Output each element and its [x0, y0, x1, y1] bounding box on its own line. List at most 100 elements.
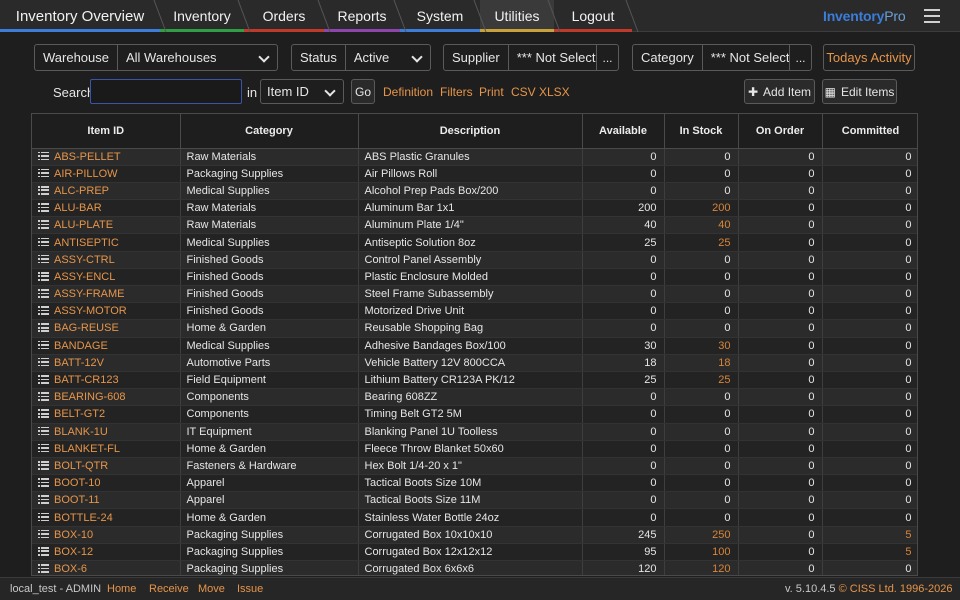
- app-title[interactable]: Inventory Overview: [0, 0, 160, 32]
- item-id-cell[interactable]: ASSY-CTRL: [32, 251, 181, 269]
- footer-link-issue[interactable]: Issue: [237, 583, 264, 595]
- list-menu-icon[interactable]: [38, 357, 49, 367]
- item-id-link[interactable]: BOX-6: [54, 563, 88, 576]
- table-row[interactable]: ASSY-CTRL Finished Goods Control Panel Ass…: [32, 251, 917, 269]
- item-id-cell[interactable]: ANTISEPTIC: [32, 233, 181, 252]
- definition-link[interactable]: Definition: [383, 85, 434, 99]
- table-row[interactable]: BOLT-QTR Fasteners & Hardware Hex Bolt 1/4…: [32, 457, 917, 476]
- table-row[interactable]: BAG-REUSE Home & Garden Reusable Shopping …: [32, 319, 917, 338]
- todays-activity-button[interactable]: Todays Activity: [823, 44, 915, 71]
- list-menu-icon[interactable]: [38, 323, 49, 333]
- table-row[interactable]: AIR-PILLOW Packaging Supplies Air Pillows …: [32, 165, 917, 183]
- item-id-cell[interactable]: BATT-12V: [32, 354, 181, 372]
- edit-items-button[interactable]: ▦ Edit Items: [822, 79, 897, 104]
- table-row[interactable]: BOX-10 Packaging Supplies Corrugated Box 1…: [32, 526, 917, 544]
- supplier-filter[interactable]: Supplier *** Not Selected *** ...: [443, 44, 619, 71]
- list-menu-icon[interactable]: [38, 306, 49, 315]
- item-id-cell[interactable]: ASSY-MOTOR: [32, 302, 181, 321]
- footer-link-move[interactable]: Move: [198, 583, 225, 595]
- search-field-select[interactable]: Item ID: [260, 79, 344, 104]
- item-id-cell[interactable]: ALU-BAR: [32, 199, 181, 218]
- item-id-link[interactable]: ASSY-MOTOR: [54, 305, 127, 318]
- xlsx-link[interactable]: XLSX: [539, 85, 570, 99]
- item-id-cell[interactable]: ALC-PREP: [32, 182, 181, 201]
- tab-logout[interactable]: Logout: [554, 0, 632, 32]
- item-id-cell[interactable]: BELT-GT2: [32, 405, 181, 424]
- col-header-available[interactable]: Available: [582, 114, 665, 149]
- item-id-link[interactable]: BEARING-608: [54, 391, 126, 404]
- table-row[interactable]: BANDAGE Medical Supplies Adhesive Bandages…: [32, 337, 917, 355]
- item-id-link[interactable]: ALU-PLATE: [54, 219, 114, 232]
- table-row[interactable]: BEARING-608 Components Bearing 608ZZ 0 0 0 0: [32, 388, 917, 407]
- item-id-cell[interactable]: BOOT-10: [32, 474, 181, 493]
- col-header-item-id[interactable]: Item ID: [32, 114, 181, 149]
- list-menu-icon[interactable]: [38, 478, 49, 487]
- print-link[interactable]: Print: [479, 85, 504, 99]
- item-id-cell[interactable]: BLANKET-FL: [32, 440, 181, 458]
- col-header-on-order[interactable]: On Order: [738, 114, 823, 149]
- item-id-link[interactable]: BLANKET-FL: [54, 442, 121, 455]
- item-id-link[interactable]: BATT-12V: [54, 356, 104, 369]
- item-id-cell[interactable]: ASSY-ENCL: [32, 268, 181, 287]
- table-row[interactable]: BOTTLE-24 Home & Garden Stainless Water Bo…: [32, 508, 917, 527]
- add-item-button[interactable]: ✚ Add Item: [744, 79, 815, 104]
- list-menu-icon[interactable]: [38, 392, 49, 401]
- table-row[interactable]: BATT-12V Automotive Parts Vehicle Battery …: [32, 354, 917, 372]
- csv-link[interactable]: CSV: [511, 85, 536, 99]
- list-menu-icon[interactable]: [38, 375, 49, 384]
- list-menu-icon[interactable]: [38, 529, 49, 539]
- footer-link-receive[interactable]: Receive: [149, 583, 189, 595]
- item-id-cell[interactable]: BANDAGE: [32, 337, 181, 355]
- col-header-committed[interactable]: Committed: [822, 114, 917, 149]
- supplier-lookup-button[interactable]: ...: [596, 45, 618, 70]
- warehouse-filter[interactable]: Warehouse All Warehouses: [34, 44, 278, 71]
- item-id-cell[interactable]: BOX-12: [32, 543, 181, 562]
- item-id-link[interactable]: BOX-12: [54, 545, 94, 558]
- table-row[interactable]: BOX-6 Packaging Supplies Corrugated Box 6x…: [32, 560, 917, 576]
- col-header-in-stock[interactable]: In Stock: [664, 114, 739, 149]
- list-menu-icon[interactable]: [38, 185, 49, 195]
- tab-utilities[interactable]: Utilities: [480, 0, 554, 32]
- table-row[interactable]: ASSY-FRAME Finished Goods Steel Frame Suba…: [32, 285, 917, 304]
- item-id-link[interactable]: BOX-10: [54, 528, 94, 541]
- item-id-link[interactable]: BLANK-1U: [54, 425, 108, 438]
- item-id-link[interactable]: BOTTLE-24: [54, 511, 113, 524]
- table-row[interactable]: BELT-GT2 Components Timing Belt GT2 5M 0 0 0 0: [32, 405, 917, 424]
- item-id-link[interactable]: BELT-GT2: [54, 408, 106, 421]
- list-menu-icon[interactable]: [38, 203, 49, 212]
- table-row[interactable]: ASSY-ENCL Finished Goods Plastic Enclosure…: [32, 268, 917, 287]
- table-row[interactable]: ALU-BAR Raw Materials Aluminum Bar 1x1 200 2…: [32, 199, 917, 218]
- table-row[interactable]: ASSY-MOTOR Finished Goods Motorized Drive …: [32, 302, 917, 321]
- item-id-link[interactable]: BATT-CR123: [54, 374, 119, 387]
- hamburger-menu-icon[interactable]: [924, 9, 940, 23]
- item-id-link[interactable]: AIR-PILLOW: [54, 167, 118, 180]
- item-id-link[interactable]: BAG-REUSE: [54, 322, 119, 335]
- tab-system[interactable]: System: [400, 0, 480, 32]
- list-menu-icon[interactable]: [38, 409, 49, 418]
- list-menu-icon[interactable]: [38, 289, 49, 298]
- table-row[interactable]: BLANKET-FL Home & Garden Fleece Throw Blan…: [32, 440, 917, 458]
- list-menu-icon[interactable]: [38, 271, 49, 281]
- item-id-link[interactable]: ASSY-ENCL: [54, 270, 116, 283]
- list-menu-icon[interactable]: [38, 426, 49, 436]
- footer-link-home[interactable]: Home: [107, 583, 137, 595]
- go-button[interactable]: Go: [351, 79, 375, 104]
- list-menu-icon[interactable]: [38, 151, 49, 161]
- list-menu-icon[interactable]: [38, 254, 49, 264]
- item-id-cell[interactable]: BAG-REUSE: [32, 319, 181, 338]
- tab-inventory[interactable]: Inventory: [160, 0, 244, 32]
- table-row[interactable]: BLANK-1U IT Equipment Blanking Panel 1U To…: [32, 423, 917, 441]
- table-row[interactable]: BOOT-10 Apparel Tactical Boots Size 10M 0 0 0…: [32, 474, 917, 493]
- list-menu-icon[interactable]: [38, 460, 49, 470]
- list-menu-icon[interactable]: [38, 340, 49, 350]
- category-lookup-button[interactable]: ...: [789, 45, 811, 70]
- table-row[interactable]: ALC-PREP Medical Supplies Alcohol Prep Pad…: [32, 182, 917, 201]
- item-id-cell[interactable]: BEARING-608: [32, 388, 181, 407]
- item-id-link[interactable]: ABS-PELLET: [54, 150, 121, 163]
- item-id-cell[interactable]: BATT-CR123: [32, 371, 181, 390]
- item-id-link[interactable]: ALU-BAR: [54, 202, 102, 215]
- table-row[interactable]: ABS-PELLET Raw Materials ABS Plastic Granu…: [32, 148, 917, 166]
- item-id-link[interactable]: ASSY-CTRL: [54, 253, 115, 266]
- list-menu-icon[interactable]: [38, 512, 49, 522]
- item-id-cell[interactable]: BLANK-1U: [32, 423, 181, 441]
